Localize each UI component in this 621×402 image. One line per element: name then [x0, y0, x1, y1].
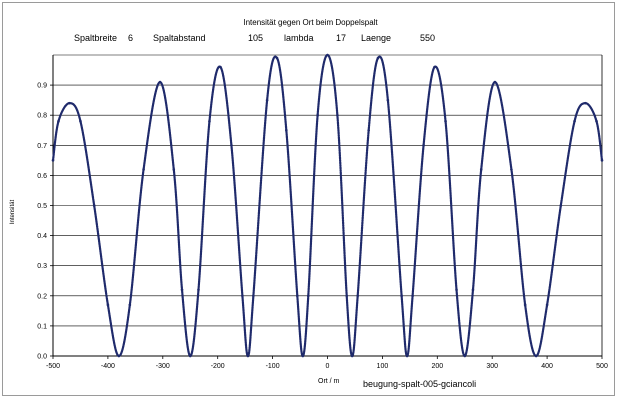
spaltbreite-value: 6	[128, 33, 134, 43]
laenge-value: 550	[420, 33, 436, 43]
intensity-data-point	[444, 119, 447, 123]
intensity-data-point	[285, 128, 288, 132]
spaltabstand-value: 105	[248, 33, 264, 43]
x-tick-label: 400	[541, 363, 553, 370]
y-tick-label: 0.8	[37, 113, 47, 120]
intensity-data-point	[57, 119, 60, 123]
intensity-data-point	[595, 119, 598, 123]
x-tick-label: 300	[486, 363, 498, 370]
intensity-data-point	[208, 119, 211, 123]
intensity-data-point	[117, 354, 121, 358]
intensity-data-point	[336, 113, 339, 117]
intensity-data-point	[51, 159, 55, 162]
intensity-data-point	[422, 144, 425, 147]
intensity-data-point	[241, 294, 244, 298]
x-tick-label: 200	[431, 363, 443, 370]
y-tick-label: 0.9	[37, 83, 47, 90]
intensity-data-point	[463, 354, 467, 358]
intensity-data-point	[301, 354, 305, 358]
intensity-data-point	[172, 168, 176, 171]
intensity-data-point	[180, 288, 184, 292]
intensity-data-point	[545, 303, 549, 307]
y-tick-label: 0.1	[37, 323, 47, 330]
intensity-data-point	[356, 294, 359, 298]
intensity-data-point	[386, 98, 390, 102]
lambda-value: 17	[336, 33, 347, 43]
intensity-data-point	[523, 303, 527, 307]
intensity-data-point	[405, 354, 409, 358]
intensity-data-point	[246, 354, 250, 358]
intensity-data-point	[433, 65, 436, 69]
intensity-data-point	[455, 288, 458, 292]
x-tick-label: -200	[211, 363, 225, 370]
x-tick-label: -100	[266, 363, 280, 370]
intensity-data-point	[600, 159, 604, 162]
intensity-data-point	[367, 128, 370, 132]
intensity-data-point	[265, 98, 269, 102]
intensity-data-point	[142, 168, 145, 171]
intensity-data-point	[92, 204, 96, 207]
laenge-label: Laenge	[361, 33, 392, 43]
intensity-data-point	[350, 354, 354, 358]
y-tick-label: 0.0	[37, 354, 47, 361]
intensity-data-point	[219, 65, 222, 69]
spaltbreite-label: Spaltbreite	[74, 33, 118, 43]
y-tick-label: 0.2	[37, 293, 47, 300]
credit-label: beugung-spalt-005-gciancoli	[363, 379, 477, 389]
intensity-data-point	[79, 119, 82, 123]
chart-frame	[2, 2, 615, 396]
intensity-data-point	[106, 303, 110, 307]
intensity-data-point	[573, 119, 576, 123]
intensity-data-point	[376, 56, 380, 60]
intensity-data-point	[534, 354, 538, 358]
y-tick-label: 0.5	[37, 203, 47, 210]
intensity-data-point	[230, 144, 233, 147]
intensity-data-point	[479, 168, 483, 171]
intensity-data-point	[316, 113, 319, 117]
x-tick-label: -300	[156, 363, 170, 370]
intensity-data-point	[326, 53, 329, 57]
intensity-data-point	[510, 168, 513, 171]
x-tick-label: 500	[596, 363, 608, 370]
chart-title: Intensität gegen Ort beim Doppelspalt	[243, 18, 378, 27]
intensity-data-point	[306, 294, 310, 298]
intensity-data-point	[411, 294, 414, 298]
intensity-data-point	[559, 204, 563, 207]
y-tick-label: 0.4	[37, 233, 47, 240]
y-tick-label: 0.6	[37, 173, 47, 180]
intensity-data-point	[68, 101, 71, 105]
x-tick-label: 0	[326, 363, 330, 370]
y-tick-label: 0.3	[37, 263, 47, 270]
intensity-data-point	[471, 288, 475, 292]
intensity-data-point	[128, 303, 132, 307]
y-tick-label: 0.7	[37, 143, 47, 150]
spaltabstand-label: Spaltabstand	[153, 33, 206, 43]
x-tick-label: -500	[46, 363, 60, 370]
intensity-data-point	[158, 80, 162, 84]
x-tick-label: -400	[101, 363, 115, 370]
intensity-data-point	[188, 354, 192, 358]
intensity-data-point	[584, 101, 587, 105]
intensity-data-point	[275, 56, 279, 60]
lambda-label: lambda	[284, 33, 314, 43]
intensity-data-point	[345, 294, 349, 298]
x-tick-label: 100	[377, 363, 389, 370]
x-axis-label: Ort / m	[318, 378, 340, 385]
intensity-data-point	[493, 80, 497, 84]
intensity-data-point	[400, 294, 403, 298]
intensity-data-point	[197, 288, 200, 292]
intensity-data-point	[252, 294, 255, 298]
intensity-data-point	[296, 294, 299, 298]
